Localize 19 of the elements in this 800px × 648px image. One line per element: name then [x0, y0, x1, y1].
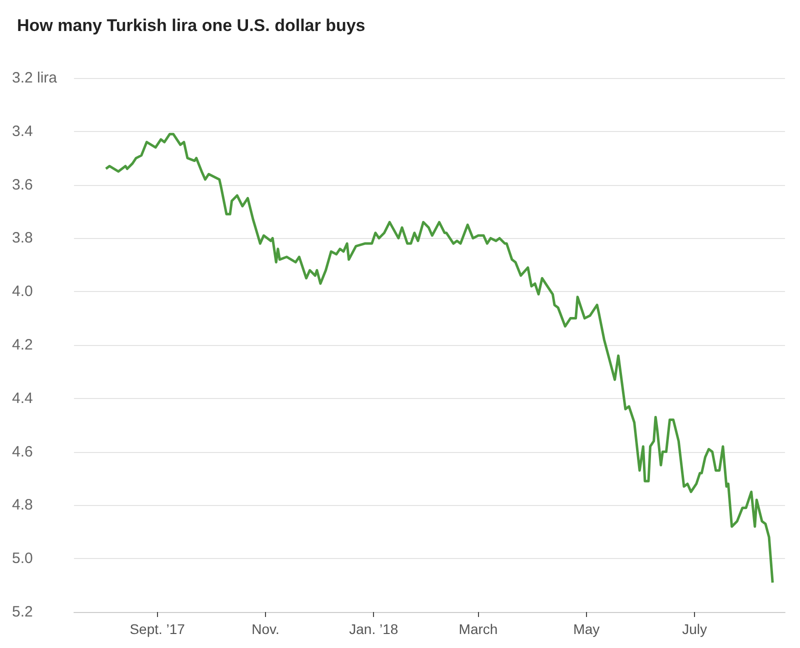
y-tick-label: 3.4 — [12, 122, 33, 140]
y-tick-label: 3.8 — [12, 230, 33, 247]
y-tick-label: 3.2 lira — [12, 70, 58, 86]
y-tick-label: 3.6 — [12, 176, 33, 194]
x-tick-label: July — [682, 621, 708, 637]
y-tick-label: 5.2 — [12, 604, 33, 620]
x-tick-label: Sept. ’17 — [130, 621, 186, 637]
x-tick-label: March — [458, 621, 498, 637]
line-series — [104, 132, 774, 584]
y-tick-label: 5.0 — [12, 550, 33, 568]
y-tick-label: 4.8 — [12, 496, 33, 514]
chart-title: How many Turkish lira one U.S. dollar buys — [17, 16, 366, 35]
y-tick-label: 4.6 — [12, 443, 33, 460]
y-tick-label: 4.2 — [12, 336, 33, 354]
y-tick-label: 4.4 — [12, 390, 33, 407]
x-tick-label: Nov. — [252, 621, 280, 637]
y-tick-label: 4.0 — [12, 283, 33, 300]
x-tick-label: May — [573, 621, 600, 637]
x-tick-label: Jan. ’18 — [349, 621, 398, 637]
